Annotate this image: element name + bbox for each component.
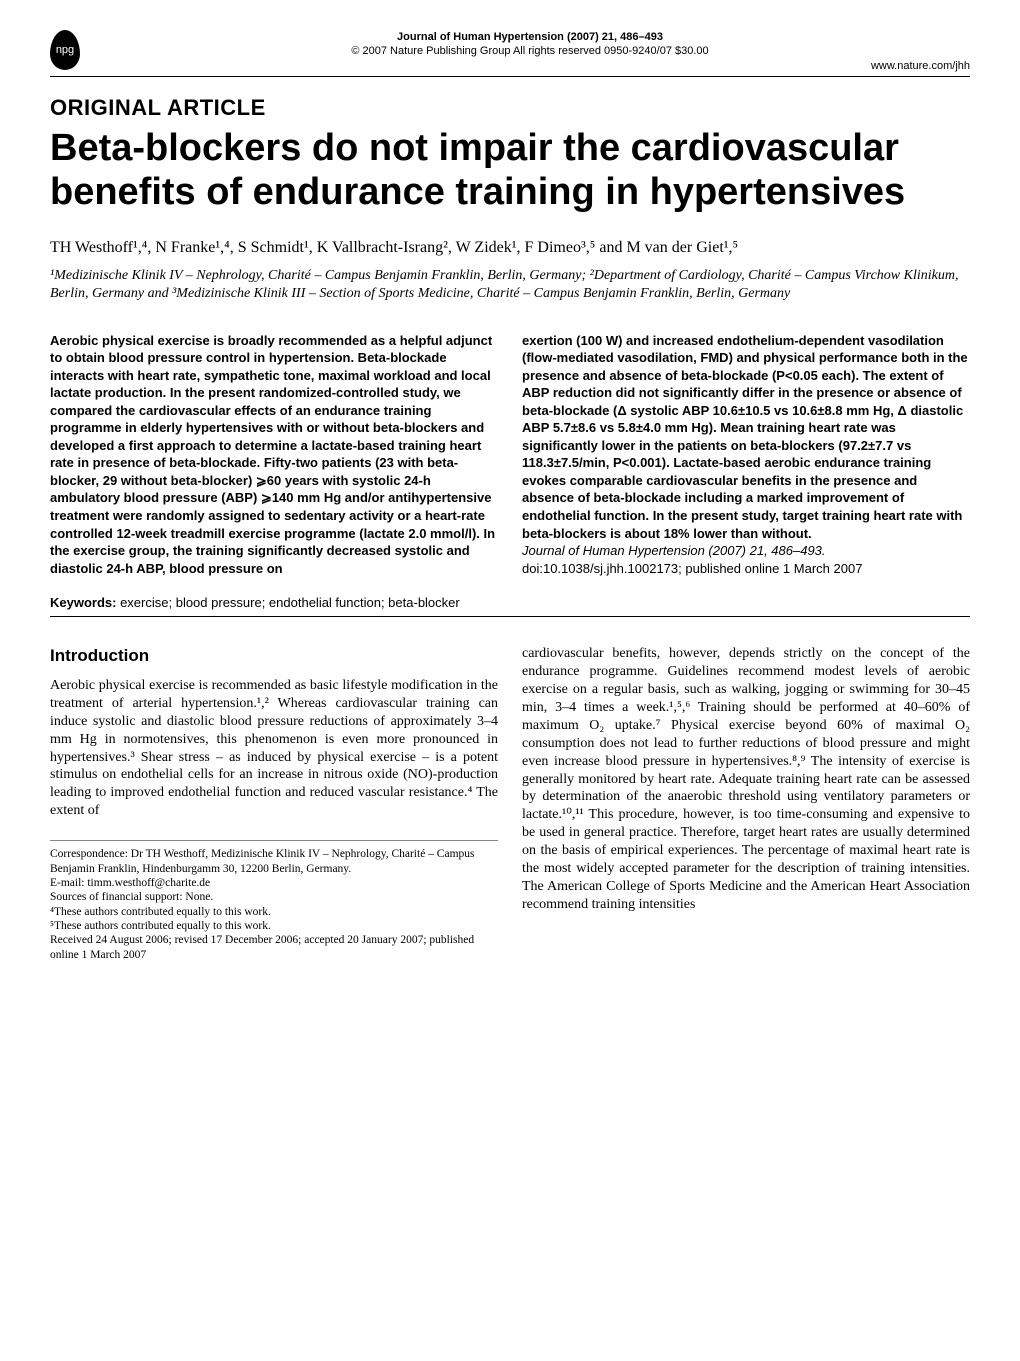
- abstract-doi: doi:10.1038/sj.jhh.1002173; published on…: [522, 561, 862, 576]
- journal-url: www.nature.com/jhh: [50, 60, 970, 72]
- keywords-line: Keywords: exercise; blood pressure; endo…: [50, 595, 970, 610]
- section-label: ORIGINAL ARTICLE: [50, 95, 970, 121]
- author-note-5: ⁵These authors contributed equally to th…: [50, 919, 498, 933]
- keywords-label: Keywords:: [50, 595, 116, 610]
- npg-logo: npg: [50, 30, 80, 70]
- body-right-col: cardiovascular benefits, however, depend…: [522, 645, 970, 962]
- financial-support: Sources of financial support: None.: [50, 890, 498, 904]
- abstract-right-text: exertion (100 W) and increased endotheli…: [522, 333, 968, 541]
- abstract-left-text: Aerobic physical exercise is broadly rec…: [50, 333, 495, 576]
- article-title: Beta-blockers do not impair the cardiova…: [50, 127, 970, 214]
- abstract-right-col: exertion (100 W) and increased endotheli…: [522, 332, 970, 578]
- keywords-text: exercise; blood pressure; endothelial fu…: [116, 595, 459, 610]
- abstract-left-col: Aerobic physical exercise is broadly rec…: [50, 332, 498, 578]
- affiliations: ¹Medizinische Klinik IV – Nephrology, Ch…: [50, 267, 970, 303]
- journal-line: Journal of Human Hypertension (2007) 21,…: [90, 30, 970, 44]
- correspondence-text: Correspondence: Dr TH Westhoff, Medizini…: [50, 847, 498, 876]
- introduction-heading: Introduction: [50, 645, 498, 667]
- author-note-4: ⁴These authors contributed equally to th…: [50, 905, 498, 919]
- abstract-citation: Journal of Human Hypertension (2007) 21,…: [522, 543, 826, 558]
- received-dates: Received 24 August 2006; revised 17 Dece…: [50, 933, 498, 962]
- correspondence-footer: Correspondence: Dr TH Westhoff, Medizini…: [50, 840, 498, 962]
- introduction-right-text: cardiovascular benefits, however, depend…: [522, 645, 970, 914]
- authors-line: TH Westhoff¹,⁴, N Franke¹,⁴, S Schmidt¹,…: [50, 238, 970, 259]
- body: Introduction Aerobic physical exercise i…: [50, 645, 970, 962]
- header-rule: [50, 76, 970, 77]
- keywords-rule: [50, 616, 970, 617]
- introduction-left-text: Aerobic physical exercise is recommended…: [50, 677, 498, 820]
- correspondence-email: E-mail: timm.westhoff@charite.de: [50, 876, 498, 890]
- copyright-line: © 2007 Nature Publishing Group All right…: [90, 44, 970, 58]
- journal-meta: Journal of Human Hypertension (2007) 21,…: [90, 30, 970, 59]
- abstract: Aerobic physical exercise is broadly rec…: [50, 332, 970, 578]
- body-left-col: Introduction Aerobic physical exercise i…: [50, 645, 498, 962]
